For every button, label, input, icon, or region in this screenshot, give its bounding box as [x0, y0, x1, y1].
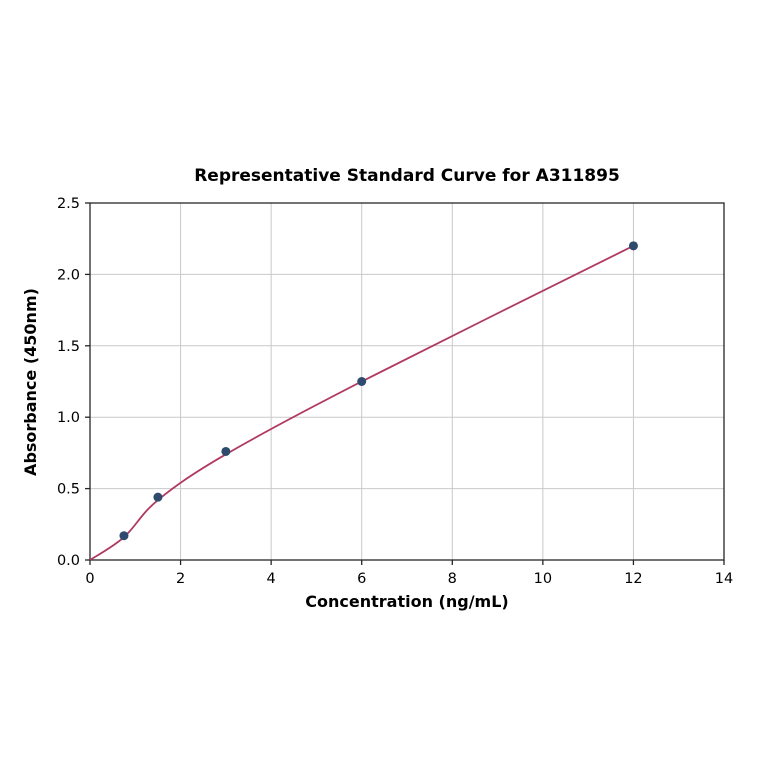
x-tick-label: 2 [176, 571, 185, 587]
chart-title: Representative Standard Curve for A31189… [194, 166, 620, 186]
x-tick-label: 4 [267, 571, 276, 587]
plot-frame [89, 202, 725, 561]
x-tick-label: 10 [534, 571, 552, 587]
x-tick-label: 14 [715, 571, 733, 587]
x-tick-label: 6 [357, 571, 366, 587]
data-point [221, 446, 231, 456]
series-layer [89, 241, 638, 561]
y-axis-label: Absorbance (450nm) [21, 288, 40, 476]
data-point [153, 492, 163, 502]
y-tick-label: 1.0 [57, 410, 80, 426]
plot-border [89, 202, 725, 561]
y-tick-label: 0.0 [57, 553, 80, 569]
data-point [357, 377, 367, 386]
y-tick-label: 0.5 [57, 482, 80, 498]
tick-layer: 0 2 4 6 8 10 12 14 0.0 0.5 1.0 1.5 2.0 2.5 [57, 196, 733, 587]
x-tick-label: 0 [85, 571, 94, 587]
x-axis-label: Concentration (ng/mL) [305, 592, 508, 611]
y-tick-label: 1.5 [57, 339, 80, 355]
x-tick-label: 8 [448, 571, 457, 587]
y-tick-label: 2.5 [57, 196, 80, 212]
data-point [119, 531, 129, 541]
grid-layer [89, 202, 725, 561]
data-point [628, 241, 638, 251]
x-tick-label: 12 [624, 571, 642, 587]
y-tick-label: 2.0 [57, 267, 80, 283]
